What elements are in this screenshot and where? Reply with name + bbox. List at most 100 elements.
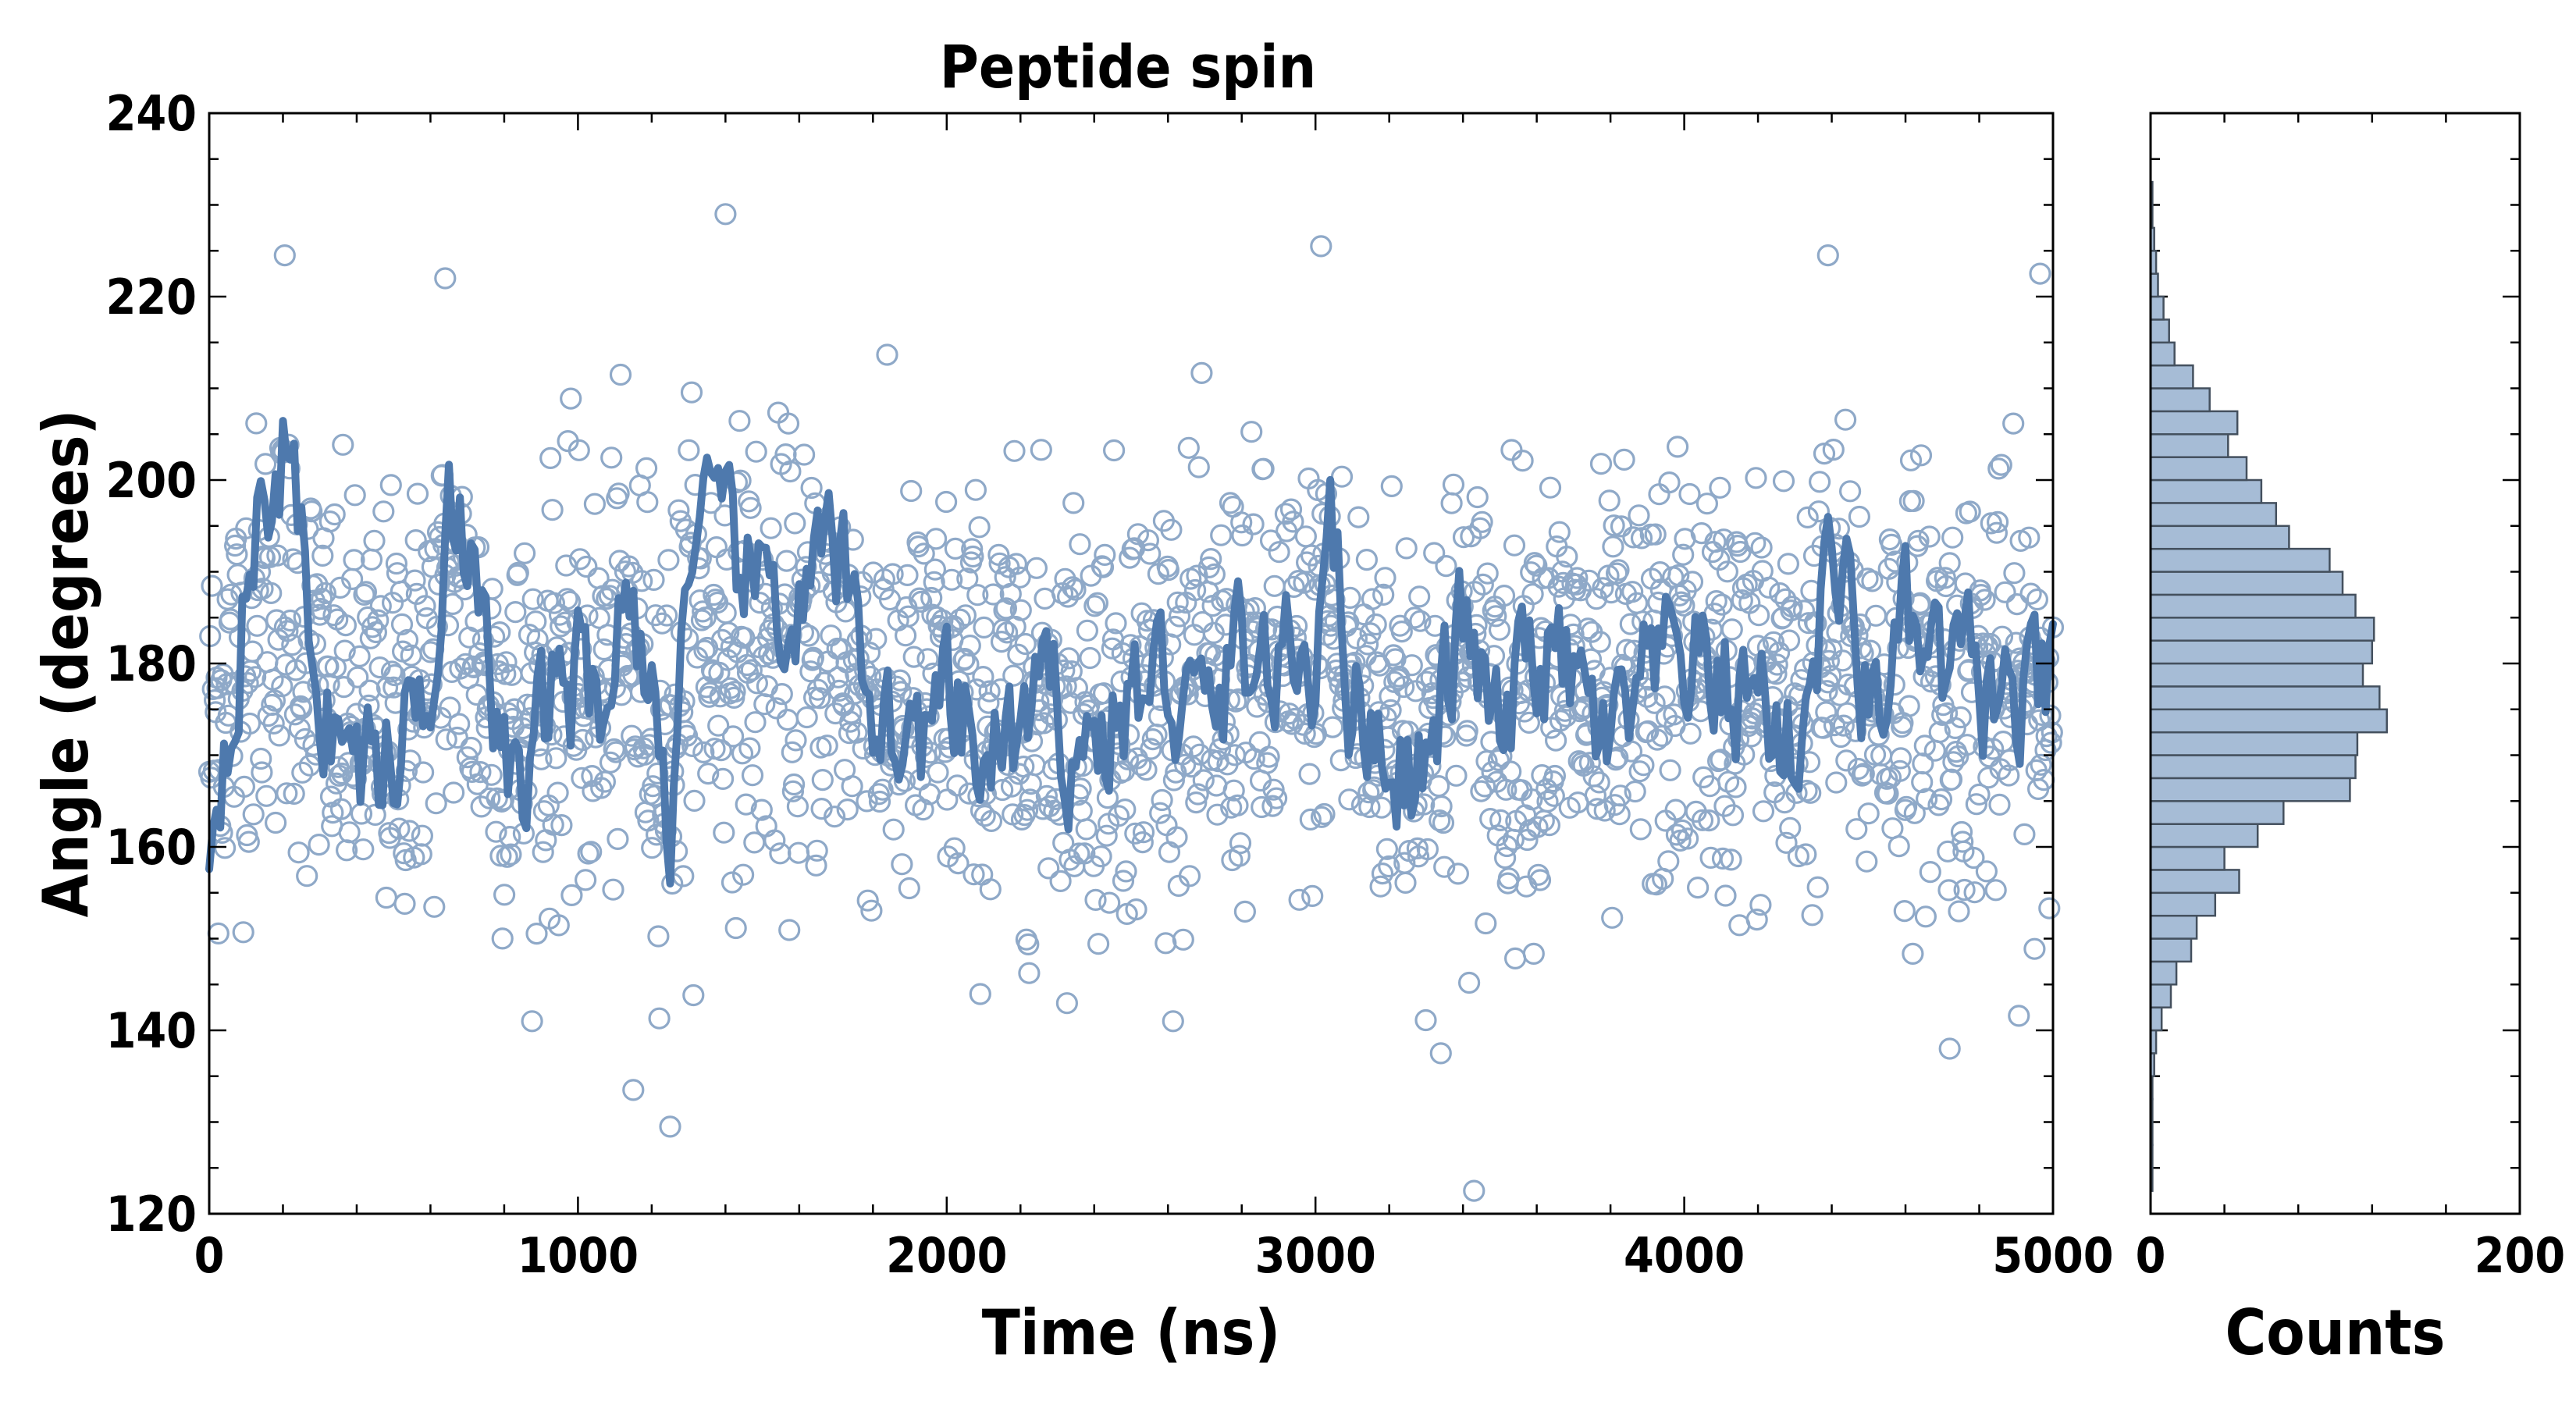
histogram-bar xyxy=(2149,845,2226,871)
scatter-point xyxy=(1607,559,1630,582)
scatter-point xyxy=(358,679,381,702)
scatter-point xyxy=(1748,604,1770,627)
scatter-point xyxy=(1779,816,1802,839)
hist-x-tick-label: 0 xyxy=(2136,1227,2166,1284)
scatter-point xyxy=(1991,625,2014,648)
scatter-point xyxy=(1226,794,1249,816)
scatter-point xyxy=(1962,846,1985,870)
scatter-point xyxy=(521,588,544,610)
histogram-bars xyxy=(2149,180,2388,1192)
histogram-bar xyxy=(2149,731,2359,756)
scatter-point xyxy=(1716,560,1738,583)
scatter-point xyxy=(1865,604,1888,627)
scatter-point xyxy=(1548,521,1571,543)
scatter-point xyxy=(1831,649,1854,672)
scatter-point xyxy=(1603,514,1625,537)
scatter-point xyxy=(207,922,229,945)
scatter-point xyxy=(1322,716,1344,738)
scatter-point xyxy=(333,639,356,662)
histogram-frame xyxy=(2149,112,2521,1215)
histogram-bar xyxy=(2149,639,2374,665)
scatter-point xyxy=(2029,262,2051,285)
scatter-point xyxy=(1091,556,1115,578)
scatter-point xyxy=(920,586,943,610)
scatter-point xyxy=(1528,869,1552,891)
scatter-point xyxy=(735,793,757,816)
chart-title: Peptide spin xyxy=(940,32,1316,101)
scatter-point xyxy=(224,534,247,557)
scatter-point xyxy=(1055,992,1079,1015)
scatter-point xyxy=(1517,711,1541,735)
scatter-point xyxy=(1466,486,1489,509)
scatter-point xyxy=(232,921,254,944)
scatter-point xyxy=(1629,818,1652,841)
scatter-point xyxy=(1393,675,1415,699)
scatter-point xyxy=(720,871,744,894)
scatter-point xyxy=(816,735,838,757)
scatter-point xyxy=(1949,706,1972,729)
scatter-point xyxy=(1429,809,1451,832)
scatter-point xyxy=(1916,788,1938,810)
scatter-point xyxy=(363,529,386,552)
scatter-point xyxy=(1018,962,1041,984)
scatter-point xyxy=(641,837,664,859)
scatter-point xyxy=(636,491,659,514)
scatter-point xyxy=(435,728,457,751)
scatter-point xyxy=(1416,838,1439,861)
scatter-point xyxy=(390,580,412,603)
scatter-point xyxy=(245,412,268,435)
scatter-point xyxy=(1427,774,1450,798)
histogram-bar xyxy=(2149,387,2211,413)
scatter-point xyxy=(1037,857,1060,880)
scatter-point xyxy=(731,863,755,886)
scatter-point xyxy=(1258,745,1280,768)
histogram-bar xyxy=(2149,433,2229,458)
histogram-bar xyxy=(2149,410,2239,436)
scatter-point xyxy=(1471,573,1494,596)
histogram-bar xyxy=(2149,891,2217,917)
hist-x-tick-label: 200 xyxy=(2475,1227,2565,1284)
scatter-point xyxy=(311,587,333,610)
scatter-point xyxy=(214,837,237,859)
scatter-point xyxy=(769,842,792,865)
x-tick-label: 3000 xyxy=(1255,1227,1376,1284)
scatter-point xyxy=(1375,838,1399,860)
scatter-point xyxy=(1394,871,1417,895)
scatter-point xyxy=(1834,408,1857,431)
scatter-point xyxy=(1187,783,1209,806)
scatter-point xyxy=(741,764,764,787)
scatter-point xyxy=(1219,492,1242,514)
scatter-point xyxy=(1259,529,1283,552)
histogram-bar xyxy=(2149,478,2263,504)
scatter-point xyxy=(1372,583,1395,606)
scatter-point xyxy=(1845,818,1868,841)
scatter-point xyxy=(1094,543,1116,567)
scatter-point xyxy=(902,646,925,668)
scatter-point xyxy=(1137,529,1160,552)
scatter-point xyxy=(291,761,314,784)
scatter-point xyxy=(1141,727,1164,751)
scatter-point xyxy=(1941,526,1964,549)
scatter-point xyxy=(1330,465,1354,488)
scatter-point xyxy=(839,710,862,733)
scatter-point xyxy=(1177,436,1200,459)
scatter-point xyxy=(1616,638,1638,661)
scatter-point xyxy=(379,474,402,496)
scatter-point xyxy=(372,500,395,523)
scatter-point xyxy=(1023,754,1046,777)
scatter-point xyxy=(1956,734,1979,756)
scatter-point xyxy=(738,737,761,759)
scatter-point xyxy=(959,634,981,657)
scatter-point xyxy=(678,439,700,461)
scatter-point xyxy=(1370,796,1393,819)
scatter-point xyxy=(744,711,767,734)
scatter-point xyxy=(1646,728,1669,751)
y-tick-label: 180 xyxy=(106,635,197,692)
scatter-point xyxy=(599,751,622,774)
scatter-point xyxy=(541,499,564,521)
scatter-point xyxy=(1076,619,1099,642)
scatter-point xyxy=(642,568,665,592)
scatter-point xyxy=(1130,753,1152,777)
scatter-point xyxy=(1310,235,1332,258)
scatter-point xyxy=(717,621,740,644)
